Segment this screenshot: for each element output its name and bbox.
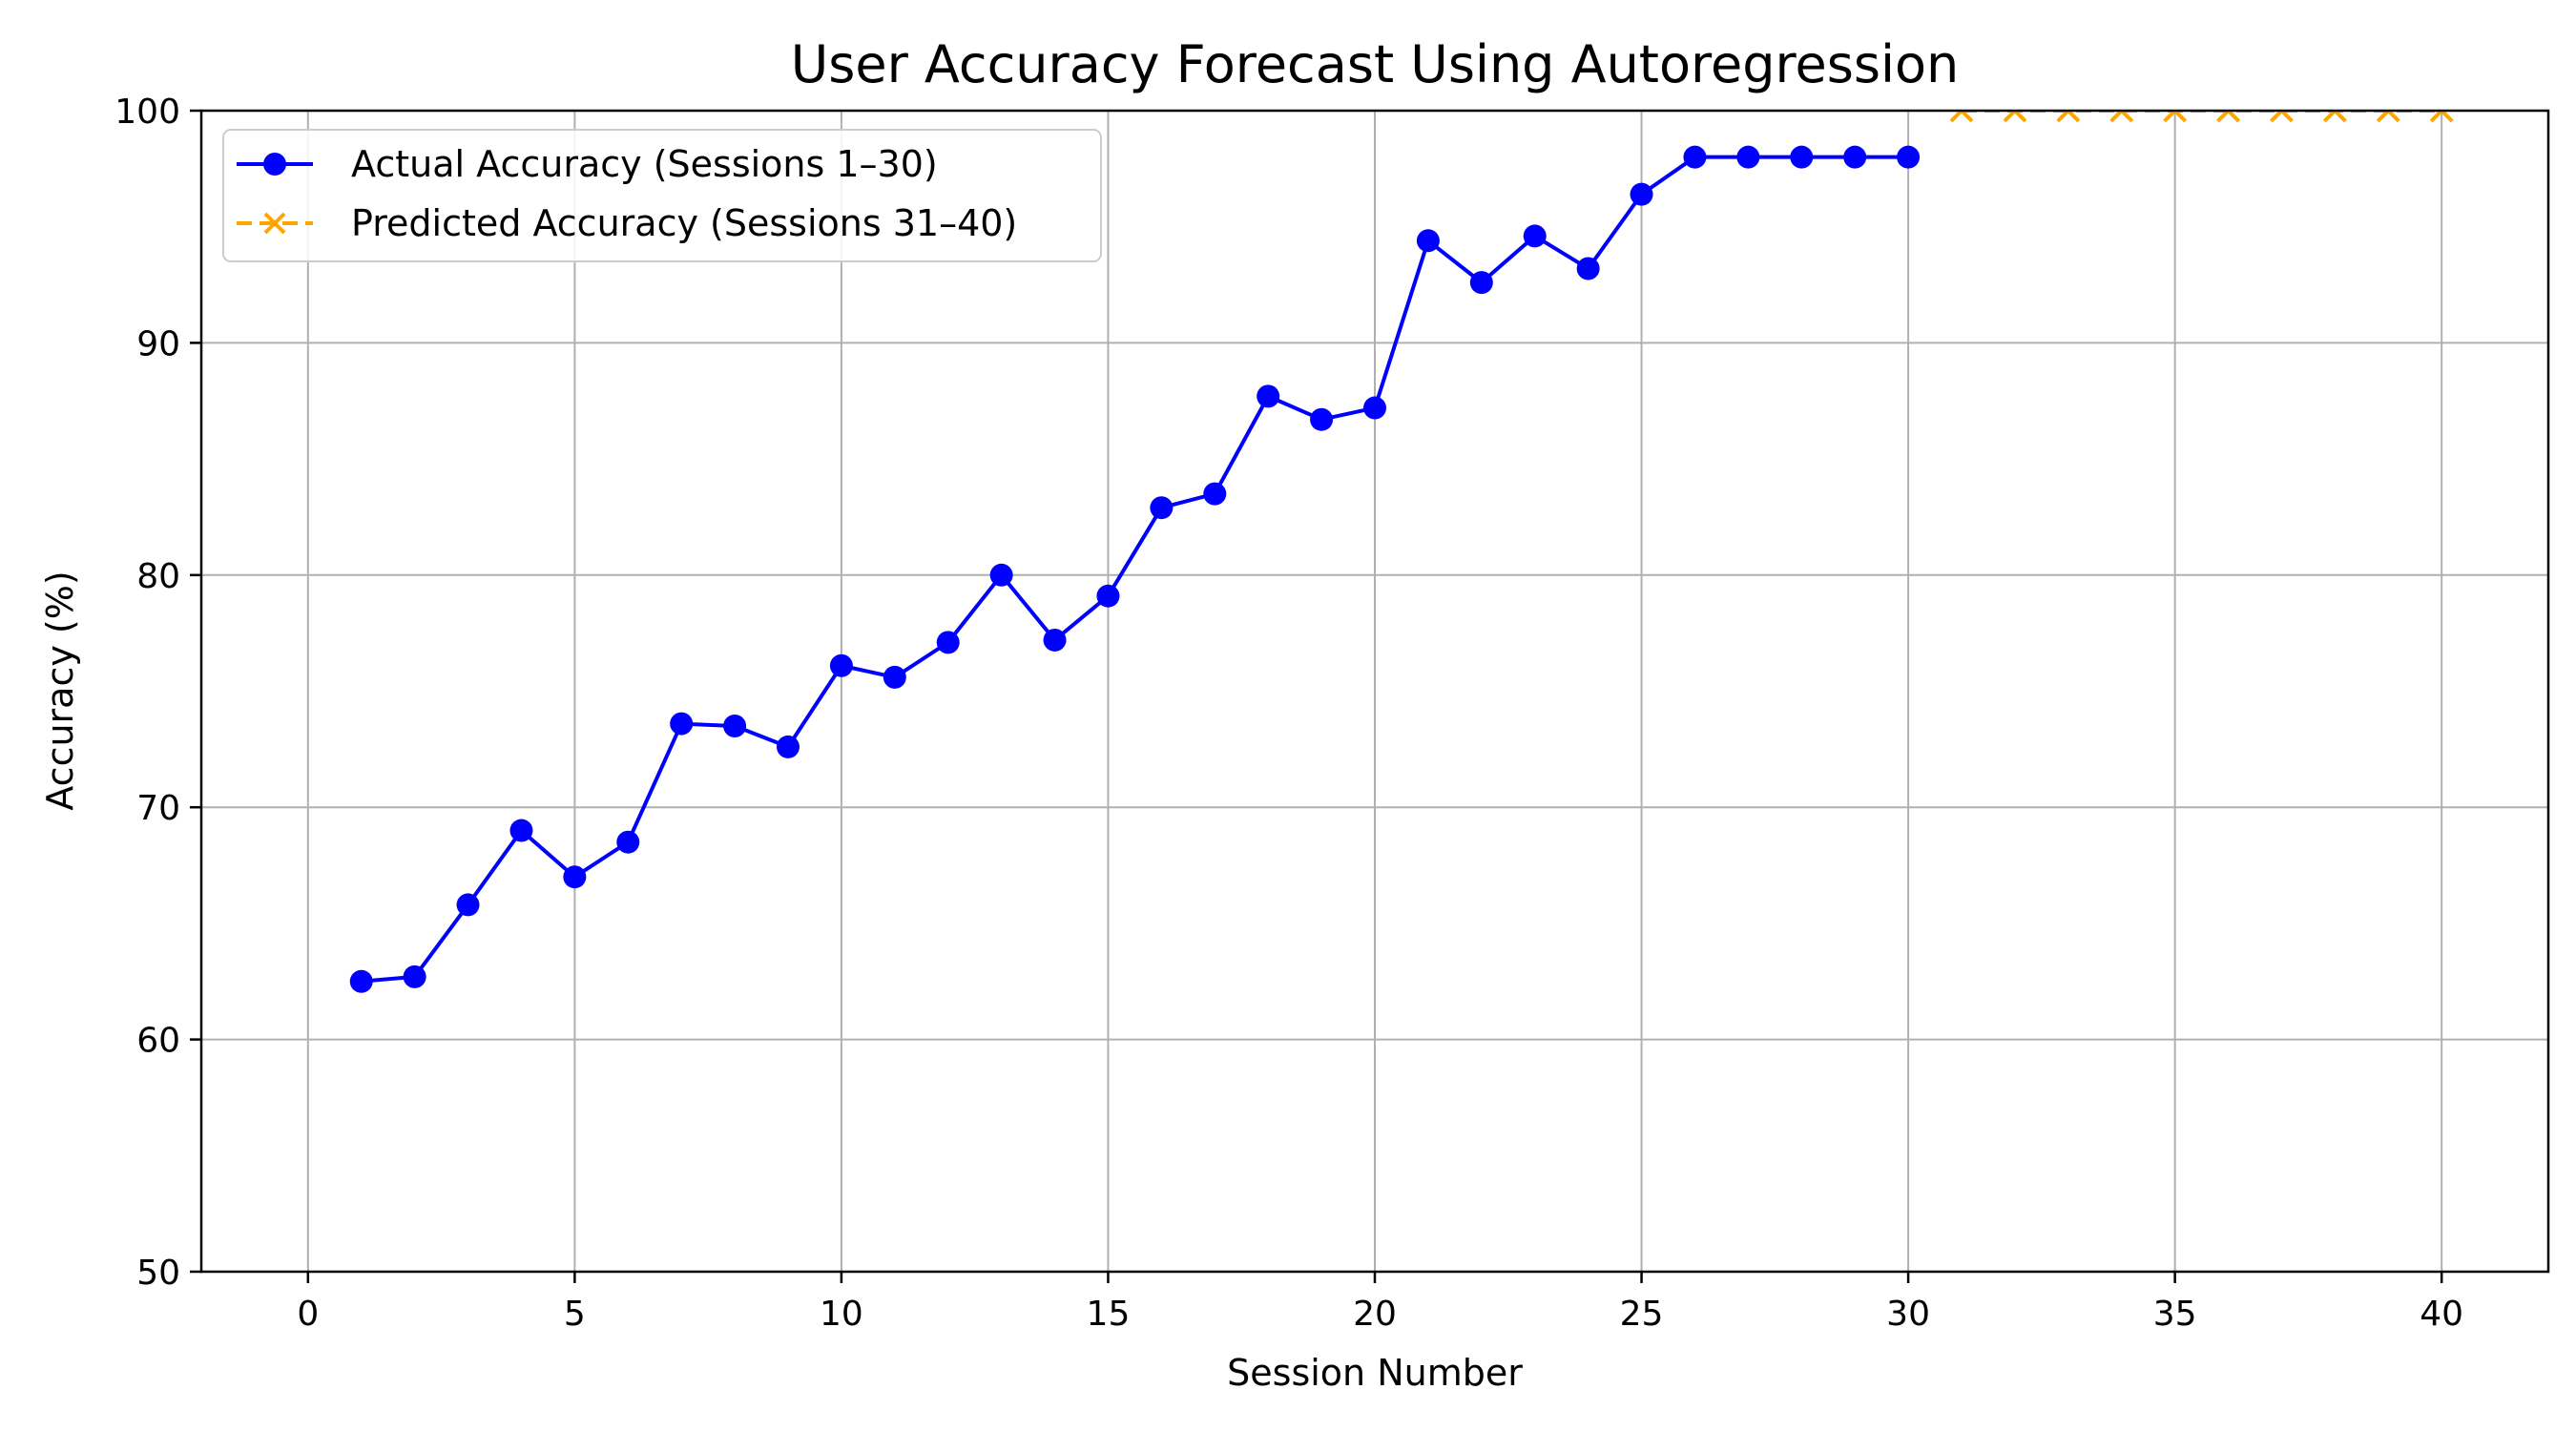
data-point-predicted xyxy=(2376,111,2400,123)
y-tick-label: 60 xyxy=(136,1022,180,1061)
data-point-actual xyxy=(1843,145,1867,169)
data-point-actual xyxy=(1416,229,1440,253)
data-point-predicted xyxy=(2270,111,2294,123)
legend-label-predicted: Predicted Accuracy (Sessions 31–40) xyxy=(351,202,1017,244)
data-point-predicted xyxy=(2109,111,2134,123)
data-point-actual xyxy=(403,964,426,988)
y-axis: 50 60 70 80 90 100 xyxy=(114,93,201,1293)
data-point-actual xyxy=(1683,145,1707,169)
data-point-actual xyxy=(563,865,587,889)
y-tick-label: 70 xyxy=(136,789,180,828)
data-point-predicted xyxy=(2322,111,2347,123)
y-tick-label: 80 xyxy=(136,557,180,596)
x-axis: 0 5 10 15 20 25 30 35 40 xyxy=(297,1272,2463,1334)
plot-area xyxy=(349,111,2454,993)
legend: Actual Accuracy (Sessions 1–30) Predicte… xyxy=(222,129,1102,262)
data-point-actual xyxy=(1096,584,1120,608)
data-point-actual xyxy=(829,653,853,677)
data-point-actual xyxy=(883,665,906,689)
data-point-actual xyxy=(1630,182,1653,206)
x-tick-label: 30 xyxy=(1886,1295,1930,1334)
data-point-actual xyxy=(1310,407,1334,431)
legend-marker-predicted xyxy=(263,212,286,235)
data-point-actual xyxy=(1203,482,1227,506)
data-point-actual xyxy=(349,969,373,993)
x-tick-label: 35 xyxy=(2153,1295,2197,1334)
data-point-actual xyxy=(1523,224,1547,248)
data-point-predicted xyxy=(2056,111,2081,123)
data-point-predicted xyxy=(2429,111,2454,123)
data-point-actual xyxy=(1363,396,1386,420)
data-point-actual xyxy=(1736,145,1760,169)
x-tick-label: 40 xyxy=(2420,1295,2463,1334)
x-tick-label: 5 xyxy=(564,1295,586,1334)
x-axis-label: Session Number xyxy=(1227,1352,1523,1394)
data-point-predicted xyxy=(1949,111,1974,123)
data-point-actual xyxy=(936,631,960,654)
data-point-actual xyxy=(456,893,480,917)
data-point-actual xyxy=(1576,257,1600,280)
data-point-actual xyxy=(777,735,800,758)
data-point-actual xyxy=(1469,271,1493,295)
data-point-actual xyxy=(1150,496,1174,520)
data-point-actual xyxy=(509,819,533,842)
y-tick-label: 90 xyxy=(136,324,180,363)
chart-title: User Accuracy Forecast Using Autoregress… xyxy=(791,34,1960,94)
y-tick-label: 100 xyxy=(114,93,180,132)
x-tick-label: 20 xyxy=(1353,1295,1397,1334)
data-point-actual xyxy=(723,715,747,738)
legend-label-actual: Actual Accuracy (Sessions 1–30) xyxy=(351,143,938,185)
x-tick-label: 25 xyxy=(1620,1295,1664,1334)
data-point-predicted xyxy=(2216,111,2240,123)
data-point-actual xyxy=(1897,145,1921,169)
x-tick-label: 10 xyxy=(820,1295,863,1334)
data-point-predicted xyxy=(2003,111,2027,123)
data-point-actual xyxy=(616,830,640,854)
legend-frame xyxy=(222,129,1102,262)
data-point-actual xyxy=(1257,384,1280,408)
y-tick-label: 50 xyxy=(136,1254,180,1293)
data-point-predicted xyxy=(2163,111,2188,123)
x-tick-label: 0 xyxy=(297,1295,319,1334)
data-point-actual xyxy=(670,712,694,736)
data-point-actual xyxy=(1790,145,1814,169)
data-point-actual xyxy=(989,563,1013,587)
x-tick-label: 15 xyxy=(1087,1295,1131,1334)
y-axis-label: Accuracy (%) xyxy=(39,570,81,810)
data-point-actual xyxy=(1043,628,1067,652)
series-layer xyxy=(349,111,2454,993)
legend-marker-actual xyxy=(263,153,286,176)
